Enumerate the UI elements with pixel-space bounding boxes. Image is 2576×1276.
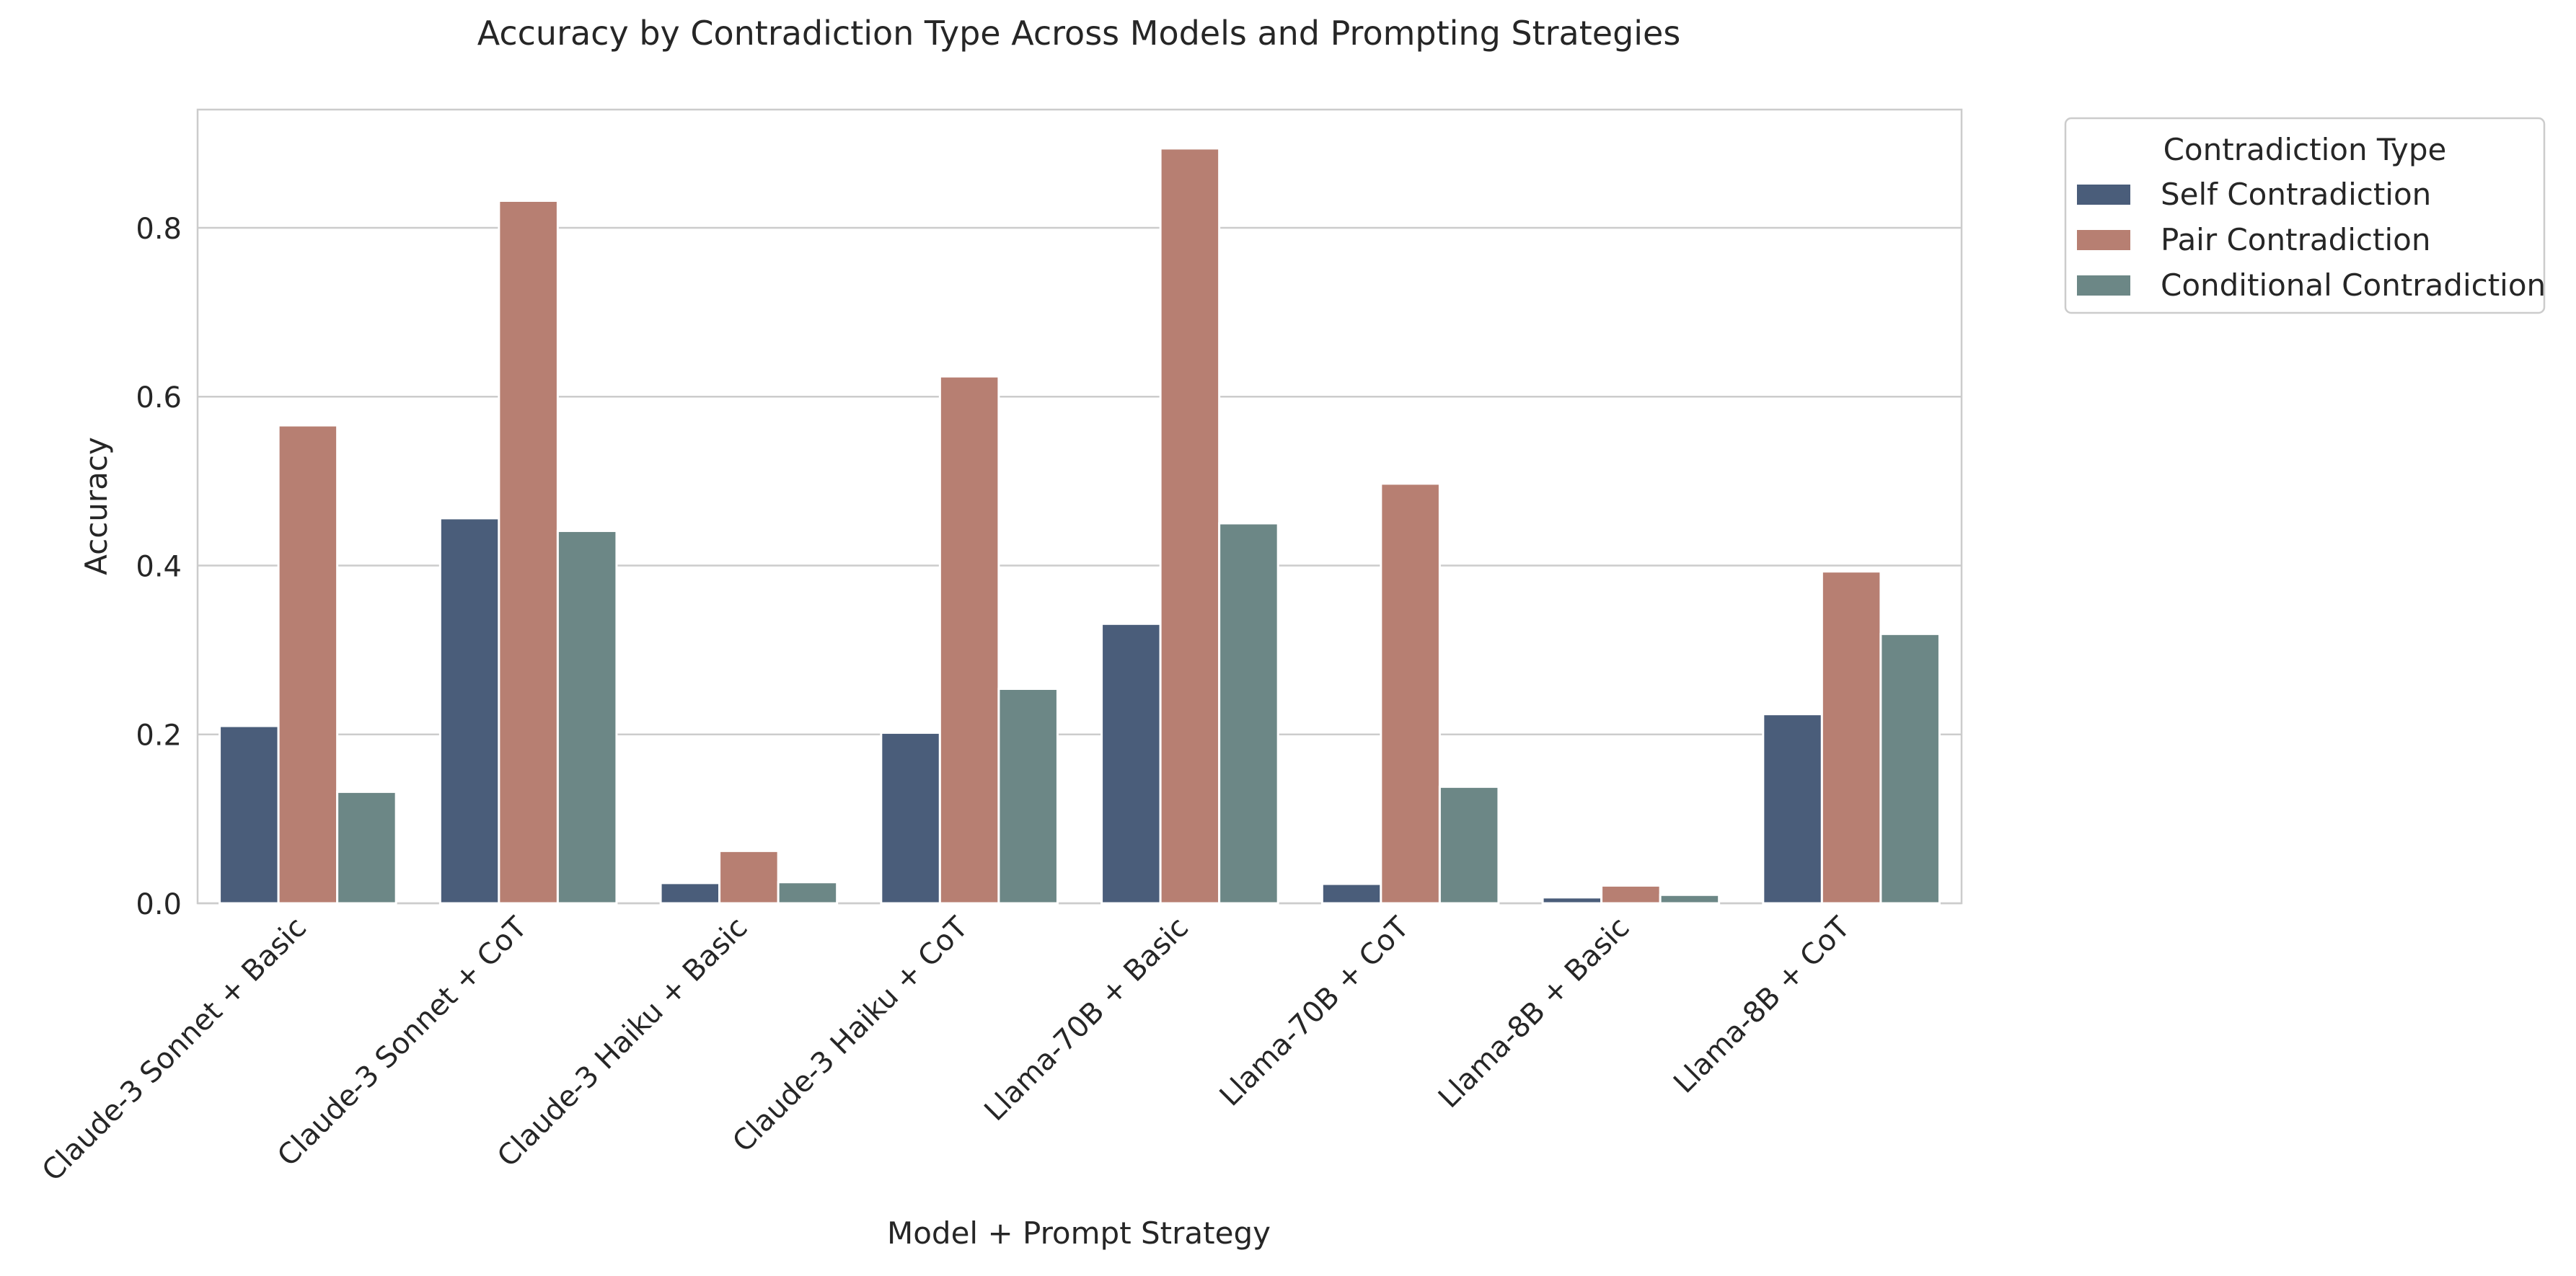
y-axis-ticks: 0.0 0.2 0.4 0.6 0.8	[136, 213, 182, 921]
x-tick-label: Claude-3 Haiku + Basic	[491, 911, 754, 1174]
bar-pair-contradiction	[1380, 482, 1441, 905]
legend-swatch	[2077, 185, 2130, 205]
bar-conditional-contradiction	[777, 881, 839, 905]
bar-conditional-contradiction	[997, 687, 1059, 905]
bar-pair-contradiction	[1600, 884, 1662, 905]
bar-pair-contradiction	[938, 375, 1000, 905]
bar-self-contradiction	[1762, 713, 1823, 905]
x-tick-label: Llama-70B + Basic	[978, 911, 1195, 1128]
bar-self-contradiction	[1320, 882, 1382, 905]
y-tick-label: 0.8	[136, 213, 182, 246]
y-tick-label: 0.6	[136, 381, 182, 415]
x-tick-label: Claude-3 Sonnet + CoT	[271, 911, 534, 1173]
bar-conditional-contradiction	[1438, 785, 1500, 905]
x-tick-label: Claude-3 Sonnet + Basic	[36, 911, 313, 1188]
y-tick-label: 0.0	[136, 888, 182, 921]
x-axis-label: Model + Prompt Strategy	[887, 1215, 1271, 1251]
bar-conditional-contradiction	[1879, 632, 1941, 905]
bar-conditional-contradiction	[1659, 893, 1721, 905]
bar-pair-contradiction	[718, 849, 780, 905]
legend-entries: Self Contradiction Pair Contradiction Cond…	[2077, 177, 2546, 303]
legend-title: Contradiction Type	[2163, 132, 2447, 167]
legend-label: Self Contradiction	[2161, 177, 2431, 212]
legend-frame	[2064, 117, 2546, 314]
x-tick-label: Llama-8B + Basic	[1432, 911, 1636, 1115]
x-tick-label: Llama-70B + CoT	[1214, 911, 1416, 1112]
y-axis-label: Accuracy	[79, 437, 114, 575]
x-tick-label: Llama-8B + CoT	[1667, 911, 1856, 1099]
bar-conditional-contradiction	[1218, 522, 1279, 905]
bar-pair-contradiction	[1159, 147, 1221, 905]
legend: Contradiction Type Self Contradiction Pai…	[2064, 117, 2546, 314]
x-tick-label: Claude-3 Haiku + CoT	[726, 911, 974, 1158]
legend-label: Conditional Contradiction	[2161, 267, 2546, 303]
bar-conditional-contradiction	[556, 529, 618, 905]
bar-self-contradiction	[219, 725, 280, 905]
bars	[219, 147, 1941, 905]
bar-self-contradiction	[880, 731, 941, 905]
y-tick-label: 0.2	[136, 719, 182, 753]
legend-label: Pair Contradiction	[2161, 222, 2430, 257]
bar-self-contradiction	[1100, 622, 1162, 905]
legend-swatch	[2077, 275, 2130, 296]
bar-pair-contradiction	[277, 424, 339, 905]
y-tick-label: 0.4	[136, 550, 182, 583]
legend-swatch	[2077, 230, 2130, 250]
bar-self-contradiction	[1541, 896, 1603, 905]
bar-conditional-contradiction	[336, 790, 397, 905]
chart-title: Accuracy by Contradiction Type Across Mo…	[477, 14, 1681, 53]
bar-pair-contradiction	[1820, 570, 1882, 905]
bar-self-contradiction	[438, 517, 500, 905]
bar-pair-contradiction	[498, 199, 559, 905]
plot-area-frame	[196, 108, 1963, 905]
bar-self-contradiction	[659, 882, 721, 905]
